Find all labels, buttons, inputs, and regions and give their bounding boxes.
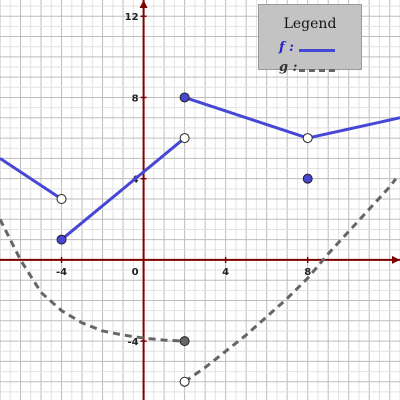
legend-swatch-g: [299, 69, 335, 72]
series-f-line: [60, 136, 186, 241]
x-tick-label: 8: [304, 267, 311, 278]
series-f-filled-point: [56, 234, 67, 245]
legend: Legend f : g :: [258, 4, 362, 75]
series-f-filled-point: [179, 92, 190, 103]
series-g-line: [0, 218, 185, 343]
series-f-line: [307, 116, 400, 140]
series-g-filled-point: [179, 336, 190, 347]
x-tick-label: 0: [132, 267, 139, 278]
y-tick-label: -4: [127, 337, 138, 348]
x-tick-label: 4: [222, 267, 229, 278]
y-tick-label: 8: [132, 93, 139, 104]
series: [0, 92, 400, 387]
series-f-open-point: [302, 133, 313, 144]
y-tick-label: 12: [125, 12, 139, 23]
series-f-open-point: [179, 133, 190, 144]
x-axis-arrow: [392, 255, 400, 264]
series-g-open-point: [179, 376, 190, 387]
series-f-line: [184, 96, 309, 140]
x-tick-label: -4: [56, 267, 67, 278]
series-f-filled-point: [302, 173, 313, 184]
legend-title: Legend: [283, 16, 337, 32]
y-axis-arrow: [139, 0, 148, 8]
series-f-open-point: [56, 193, 67, 204]
legend-entry-f-label: f :: [279, 40, 294, 55]
legend-entry-g-label: g :: [279, 60, 298, 75]
series-g-line: [183, 177, 398, 383]
series-f-line: [0, 157, 63, 201]
legend-swatch-f: [299, 49, 335, 52]
